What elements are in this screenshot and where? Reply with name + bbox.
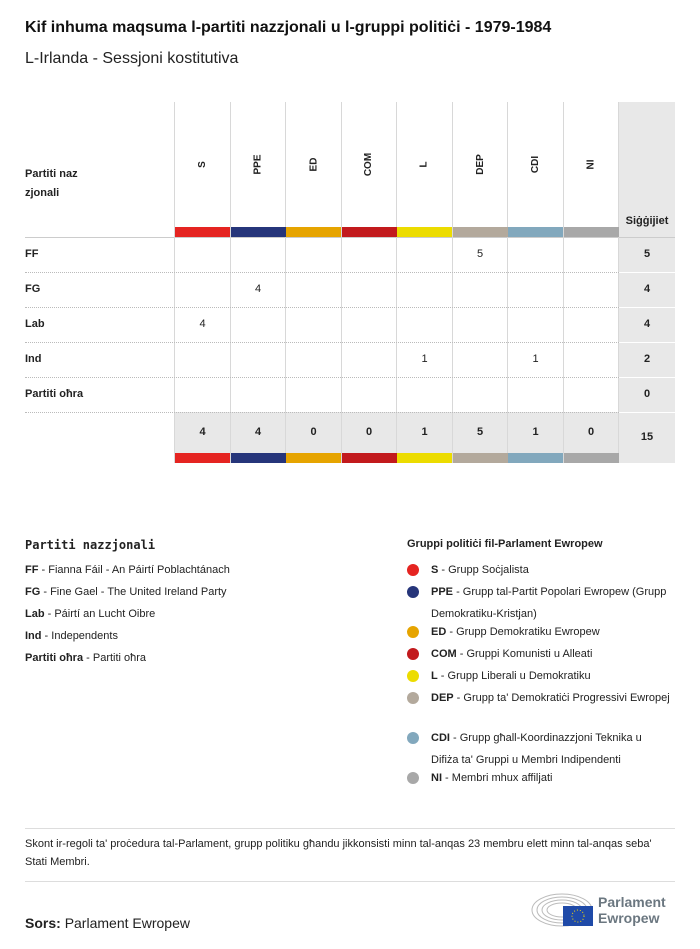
column-divider [562, 102, 564, 463]
legend-dot-dep [407, 692, 419, 704]
column-divider [451, 102, 453, 463]
source: Sors: Parlament Ewropew [25, 915, 190, 931]
group-color-bar-bottom-com [341, 453, 397, 463]
logo-text-line1: Parlament [598, 894, 666, 910]
group-color-bar-l [397, 227, 452, 237]
group-color-bar-bottom-ni [563, 453, 619, 463]
row-header: Partiti nazzjonali [25, 168, 78, 199]
source-label: Sors: [25, 915, 61, 931]
groups-legend-item: DEP - Grupp ta' Demokratiċi Progressivi … [431, 692, 670, 704]
column-total: 1 [532, 426, 539, 438]
table-cell: 5 [476, 248, 484, 260]
column-divider [340, 102, 342, 463]
groups-legend-item: COM - Gruppi Komunisti u Alleati [431, 648, 593, 660]
table-cell: 1 [532, 353, 539, 365]
page-title: Kif inhuma maqsuma l-partiti nazzjonali … [25, 19, 552, 36]
groups-legend-item: NI - Membri mhux affiljati [431, 772, 553, 784]
row-total: 4 [643, 283, 651, 295]
row-label: FF [25, 248, 39, 260]
total-column-bg [619, 102, 675, 463]
column-header-ed: ED [308, 157, 319, 172]
group-color-bar-bottom-dep [452, 453, 508, 463]
group-color-bar-ppe [230, 227, 286, 237]
legend-dot-com [407, 648, 419, 660]
column-divider [396, 102, 397, 463]
column-total: 4 [199, 426, 206, 438]
legend-dot-cdi [407, 732, 419, 744]
column-header-dep: DEP [474, 154, 486, 175]
source-value: Parlament Ewropew [64, 915, 190, 931]
footnote: Skont ir-regoli ta' proċedura tal-Parlam… [25, 838, 652, 868]
parliament-logo: Parlament Ewropew [530, 890, 680, 930]
column-divider [618, 102, 619, 463]
table-cell: 1 [421, 353, 428, 365]
national-legend-item: Lab - Páirtí an Lucht Oibre [25, 608, 156, 620]
group-color-bar-ni [563, 227, 619, 237]
row-label: Ind [25, 353, 42, 365]
column-header-l: L [418, 161, 430, 168]
group-color-bar-s [175, 227, 230, 237]
column-divider [174, 102, 175, 463]
row-label: Lab [25, 318, 45, 330]
legend-dot-ppe [407, 586, 419, 598]
national-legend-item: FF - Fianna Fáil - An Páirtí Poblachtána… [25, 564, 230, 576]
table-cell: 4 [199, 318, 206, 330]
row-total: 4 [643, 318, 651, 330]
column-total: 0 [310, 426, 317, 438]
groups-legend-item: CDI - Grupp għall-Koordinazzjoni Teknika… [431, 732, 642, 766]
legend-dot-l [407, 670, 419, 682]
groups-legend-title: Gruppi politiċi fil-Parlament Ewropew [407, 538, 603, 550]
column-header-com: COM [363, 152, 375, 177]
column-total: 0 [587, 426, 595, 438]
row-total: 2 [643, 353, 651, 365]
page-subtitle: L-Irlanda - Sessjoni kostitutiva [25, 50, 239, 67]
group-color-bar-bottom-ppe [230, 453, 286, 463]
national-legend-item: Ind - Independents [25, 630, 118, 642]
column-total: 1 [421, 426, 428, 438]
column-total: 0 [365, 426, 373, 438]
column-header-ni: NI [585, 159, 597, 170]
groups-legend-item: S - Grupp Soċjalista [431, 564, 529, 576]
group-color-bar-bottom-cdi [508, 453, 563, 463]
total-header: Siġġijiet [625, 215, 669, 227]
row-total: 0 [643, 388, 651, 400]
column-divider [285, 102, 286, 463]
group-color-bar-cdi [508, 227, 563, 237]
national-legend-item: FG - Fine Gael - The United Ireland Part… [25, 586, 227, 598]
groups-legend-item: L - Grupp Liberali u Demokratiku [431, 670, 591, 682]
groups-legend-item: PPE - Grupp tal-Partit Popolari Ewropew … [431, 586, 667, 620]
column-total: 4 [254, 426, 262, 438]
column-divider [229, 102, 231, 463]
legend-dot-ed [407, 626, 419, 638]
group-color-bar-bottom-ed [286, 453, 341, 463]
column-header-cdi: CDI [529, 155, 541, 174]
column-header-s: S [196, 161, 208, 168]
column-divider [507, 102, 508, 463]
group-color-bar-dep [452, 227, 508, 237]
table-cell: 4 [254, 283, 262, 295]
row-label: Partiti oħra [25, 388, 84, 400]
column-header-ppe: PPE [252, 154, 264, 175]
group-color-bar-bottom-s [175, 453, 230, 463]
group-color-bar-ed [286, 227, 341, 237]
column-total: 5 [476, 426, 484, 438]
group-color-bar-com [341, 227, 397, 237]
national-legend-item: Partiti oħra - Partiti oħra [25, 652, 147, 664]
legend-dot-s [407, 564, 419, 576]
groups-legend-item: ED - Grupp Demokratiku Ewropew [431, 626, 600, 638]
logo-text-line2: Ewropew [598, 910, 660, 926]
national-legend-title: Partiti nazzjonali [25, 538, 156, 552]
group-color-bar-bottom-l [397, 453, 452, 463]
grand-total: 15 [640, 431, 654, 443]
hemicycle-icon [531, 893, 593, 927]
legend-dot-ni [407, 772, 419, 784]
row-total: 5 [643, 248, 651, 260]
row-label: FG [25, 283, 41, 295]
